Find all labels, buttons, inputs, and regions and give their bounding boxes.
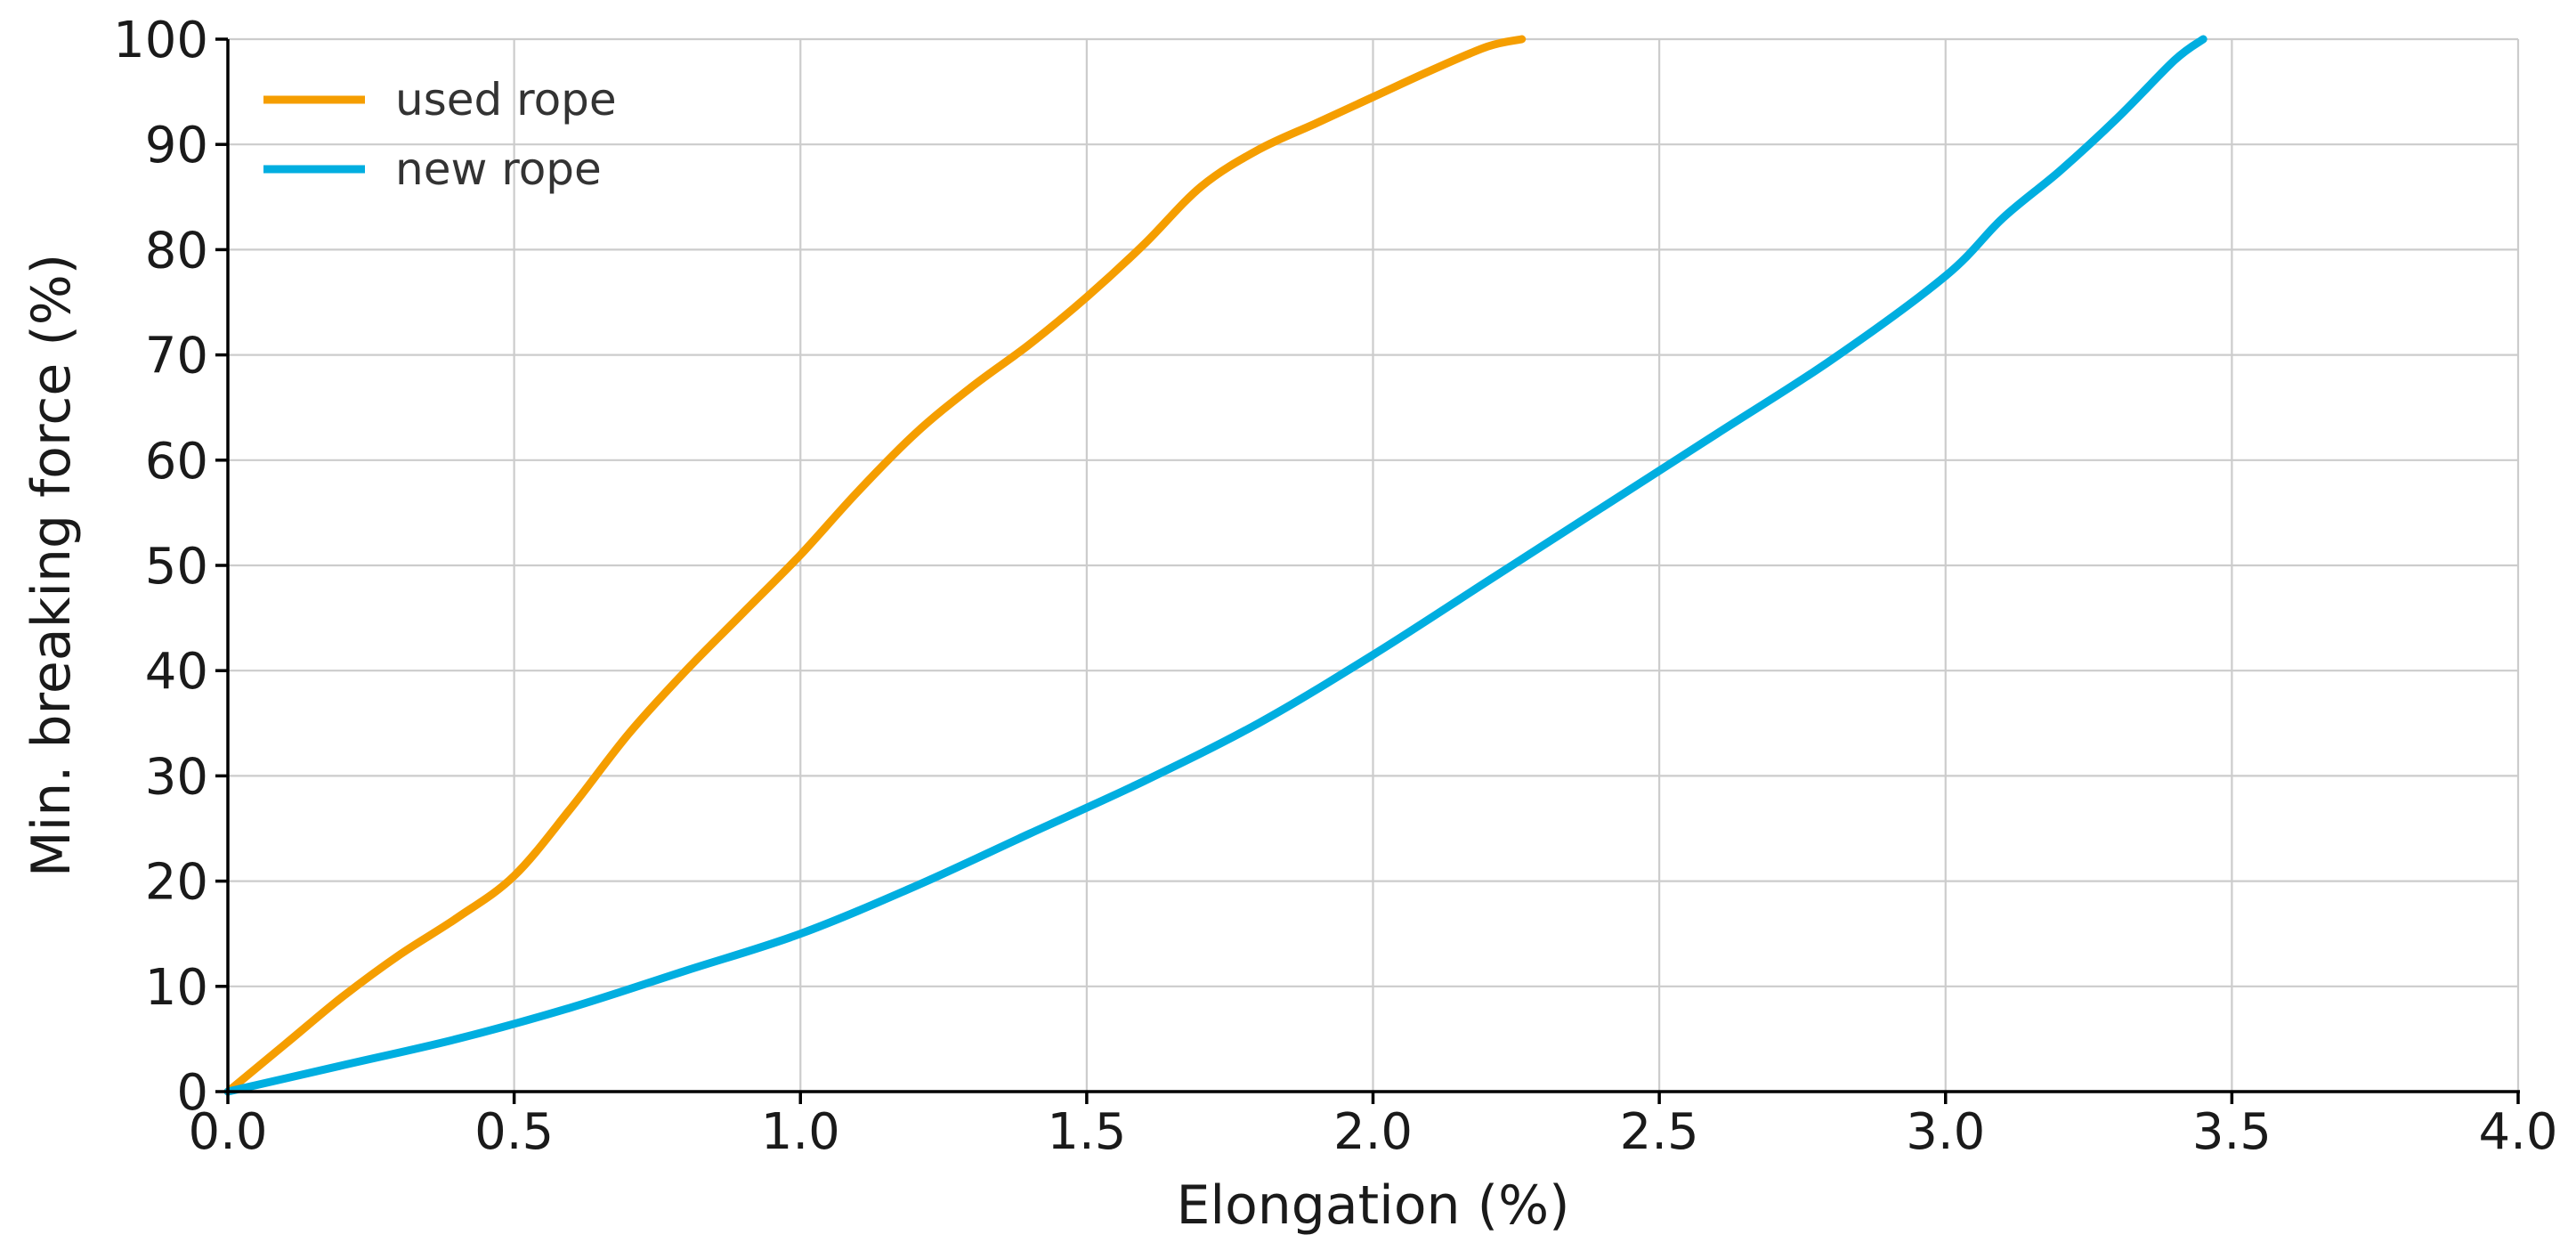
series-line-new-rope [223,35,2207,1096]
y-tick-label: 80 [145,222,208,280]
axes [215,37,2520,1104]
y-tick-label: 10 [145,959,208,1017]
legend: used rope new rope [263,74,617,195]
x-axis-title: Elongation (%) [1176,1174,1569,1237]
y-tick-label: 30 [145,748,208,806]
y-tick-label: 90 [145,117,208,175]
x-tick-label: 2.0 [1333,1103,1413,1161]
x-tick-label: 1.0 [761,1103,840,1161]
x-tick-label: 0.0 [188,1103,267,1161]
y-axis-title: Min. breaking force (%) [20,254,83,877]
x-tick-label: 3.5 [2192,1103,2272,1161]
x-tick-label: 4.0 [2478,1103,2557,1161]
y-tick-label: 40 [145,643,208,701]
grid [226,37,2520,1093]
y-tick-label: 60 [145,433,208,491]
series-lines [223,35,2207,1096]
x-tick-label: 3.0 [1906,1103,1985,1161]
series-line-used-rope [223,35,1527,1096]
y-tick-label: 50 [145,538,208,596]
y-tick-label: 70 [145,328,208,386]
x-tick-label: 1.5 [1047,1103,1126,1161]
tick-labels: 0.0 0.5 1.0 1.5 2.0 2.5 3.0 3.5 4.0 0 10 20 30 40 50 60… [113,12,2557,1161]
x-tick-label: 2.5 [1620,1103,1699,1161]
y-tick-label: 100 [113,12,208,69]
legend-label-used-rope: used rope [395,74,617,126]
x-tick-label: 0.5 [474,1103,554,1161]
y-tick-label: 20 [145,854,208,912]
legend-label-new-rope: new rope [395,143,602,195]
y-tick-label: 0 [176,1064,208,1122]
